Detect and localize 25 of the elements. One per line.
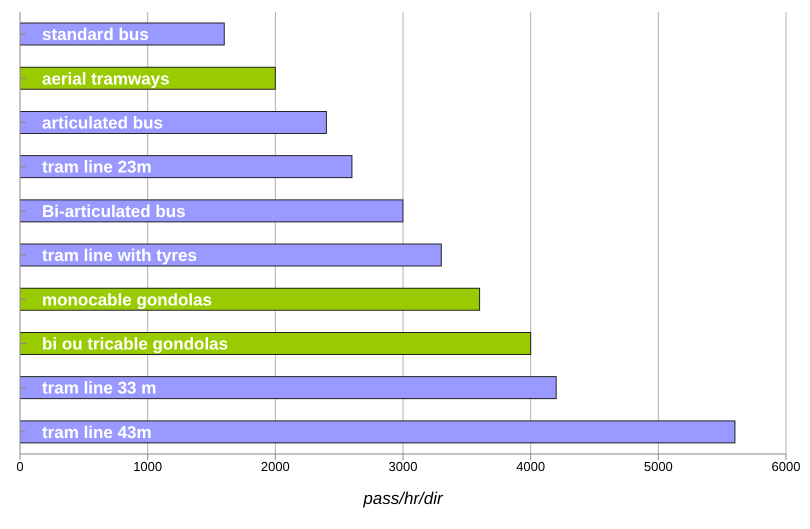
bar: [20, 376, 557, 400]
x-tick-label: 4000: [516, 459, 546, 474]
bar: [20, 244, 442, 267]
y-tick-label: bi ou tricable gondolas: [42, 334, 228, 354]
x-axis-title: pass/hr/dir: [362, 489, 444, 508]
bar: [20, 288, 480, 311]
bar: [20, 199, 404, 222]
bar: [20, 420, 736, 444]
x-tick-label: 5000: [644, 459, 673, 474]
y-tick-label: tram line with tyres: [42, 246, 197, 266]
y-tick-label: articulated bus: [42, 113, 163, 132]
bar: [20, 332, 532, 355]
x-tick-label: 3000: [388, 459, 418, 474]
x-tick-label: 0: [16, 459, 24, 474]
y-tick-label: tram line 43m: [42, 422, 152, 442]
x-tick-label: 2000: [260, 459, 290, 474]
y-tick-label: tram line 23m: [42, 158, 152, 177]
x-tick-label: 1000: [133, 459, 162, 474]
y-tick-label: monocable gondolas: [42, 290, 212, 310]
x-tick-label: 6000: [772, 459, 800, 474]
bar: [20, 155, 352, 178]
y-tick-label: aerial tramways: [42, 69, 170, 88]
y-tick-label: tram line 33 m: [42, 378, 156, 398]
y-tick-label: standard bus: [42, 25, 149, 44]
y-tick-label: Bi-articulated bus: [42, 202, 186, 221]
